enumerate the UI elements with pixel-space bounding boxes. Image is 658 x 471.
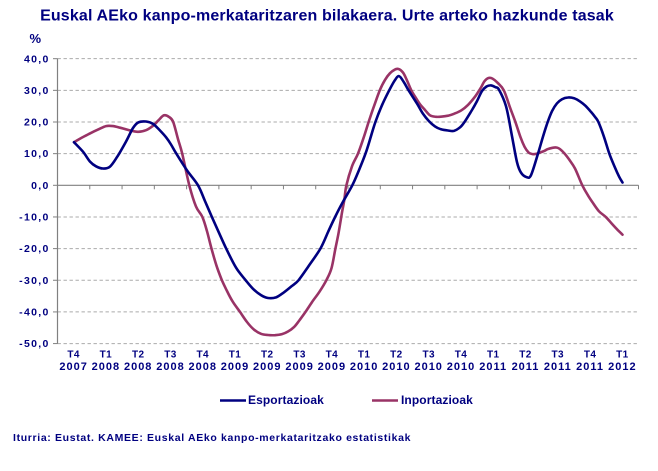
svg-text:30,0: 30,0 (24, 85, 50, 97)
svg-text:40,0: 40,0 (24, 53, 50, 65)
svg-text:T4: T4 (584, 350, 597, 361)
svg-text:T1: T1 (487, 350, 500, 361)
svg-text:2008: 2008 (124, 361, 152, 373)
svg-text:2009: 2009 (285, 361, 313, 373)
svg-text:Iturria: Eustat. KAMEE: Euskal: Iturria: Eustat. KAMEE: Euskal AEko kanp… (13, 432, 411, 444)
svg-text:T4: T4 (197, 350, 210, 361)
svg-text:T3: T3 (164, 350, 177, 361)
svg-text:T4: T4 (455, 350, 468, 361)
svg-text:2011: 2011 (544, 361, 572, 373)
svg-text:T3: T3 (293, 350, 306, 361)
svg-text:2010: 2010 (447, 361, 475, 373)
svg-text:T4: T4 (67, 350, 80, 361)
svg-text:-50,0: -50,0 (19, 338, 49, 350)
svg-text:-20,0: -20,0 (19, 243, 49, 255)
svg-text:2007: 2007 (59, 361, 87, 373)
svg-text:T1: T1 (358, 350, 371, 361)
svg-text:2008: 2008 (92, 361, 120, 373)
svg-text:%: % (30, 31, 42, 46)
svg-text:2010: 2010 (414, 361, 442, 373)
svg-text:Inportazioak: Inportazioak (401, 393, 473, 407)
svg-text:Esportazioak: Esportazioak (248, 393, 324, 407)
svg-text:2008: 2008 (189, 361, 217, 373)
svg-text:T1: T1 (229, 350, 242, 361)
svg-text:T3: T3 (552, 350, 565, 361)
svg-text:Euskal AEko kanpo-merkataritza: Euskal AEko kanpo-merkataritzaren bilaka… (40, 8, 614, 25)
svg-text:0,0: 0,0 (31, 180, 50, 192)
svg-text:2011: 2011 (512, 361, 540, 373)
svg-text:2011: 2011 (479, 361, 507, 373)
svg-text:T2: T2 (132, 350, 145, 361)
svg-text:T2: T2 (261, 350, 274, 361)
svg-text:2012: 2012 (608, 361, 636, 373)
svg-text:-10,0: -10,0 (19, 212, 49, 224)
svg-text:T1: T1 (616, 350, 629, 361)
svg-text:2010: 2010 (382, 361, 410, 373)
svg-text:-30,0: -30,0 (19, 275, 49, 287)
svg-text:T3: T3 (422, 350, 435, 361)
svg-text:T1: T1 (100, 350, 113, 361)
svg-text:T2: T2 (519, 350, 532, 361)
svg-text:2011: 2011 (576, 361, 604, 373)
svg-text:-40,0: -40,0 (19, 307, 49, 319)
svg-text:T2: T2 (390, 350, 403, 361)
svg-text:2009: 2009 (253, 361, 281, 373)
svg-text:T4: T4 (326, 350, 339, 361)
svg-text:2010: 2010 (350, 361, 378, 373)
svg-text:2009: 2009 (221, 361, 249, 373)
svg-text:2008: 2008 (156, 361, 184, 373)
svg-text:2009: 2009 (318, 361, 346, 373)
svg-text:10,0: 10,0 (24, 148, 50, 160)
svg-text:20,0: 20,0 (24, 117, 50, 129)
